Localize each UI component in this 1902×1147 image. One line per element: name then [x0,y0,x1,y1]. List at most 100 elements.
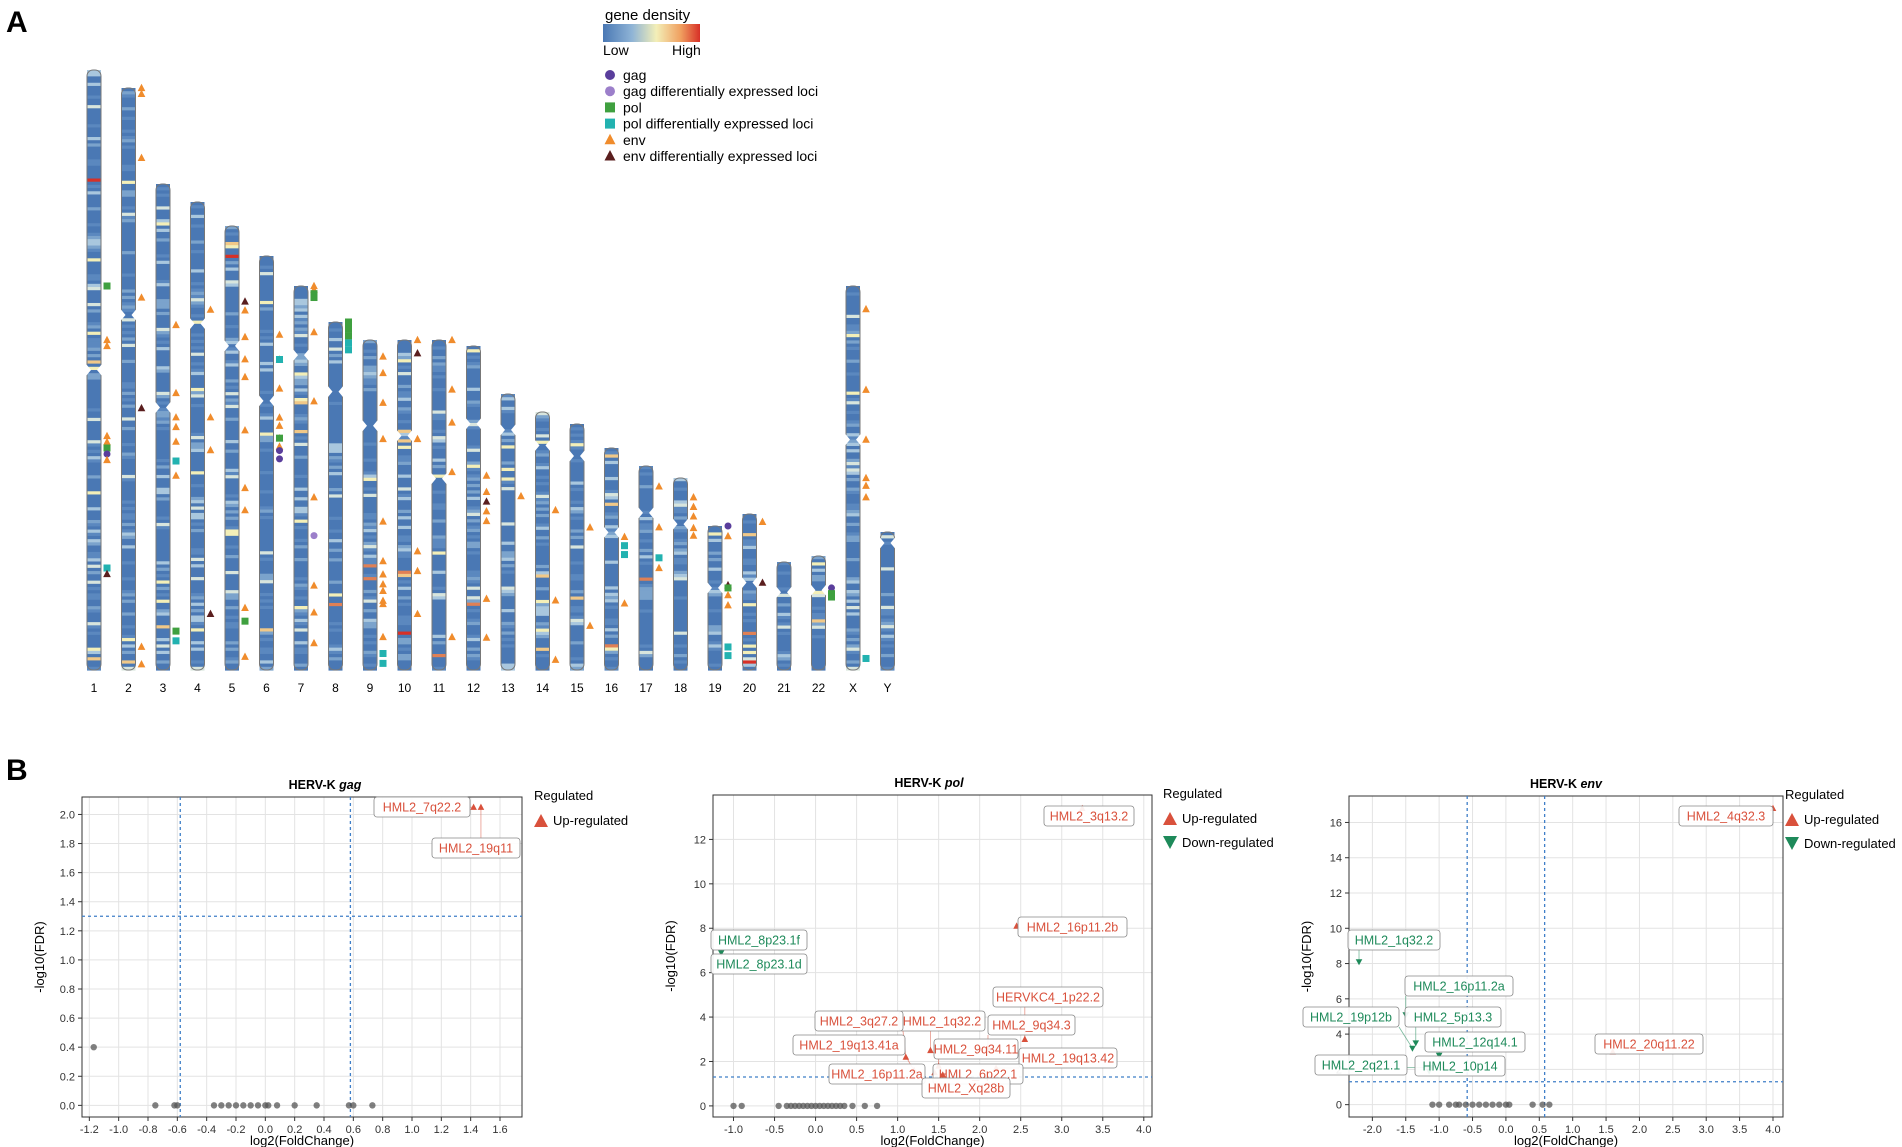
chromosome-band [397,612,412,617]
chromosome-band [501,628,515,633]
chromosome-band [846,423,860,428]
chromosome-band [570,634,584,639]
chromosome-band [846,446,860,450]
chromosome-band [397,362,412,367]
chromosome-band [87,232,101,237]
locus-marker-env [379,352,387,360]
chromosome-band [846,401,860,405]
chromosome-band [87,350,101,355]
chromosome-band [156,618,170,623]
chromosome-band [432,432,446,437]
chromosome-band [294,433,308,437]
chromosome-band [225,254,239,259]
chromosome-band [121,171,136,175]
chromosome-band [190,214,205,219]
chromosome-band [363,589,377,594]
chromosome-band [294,628,308,633]
chromosome-band [259,464,274,469]
chromosome-band [604,641,619,645]
chromosome-band [397,570,412,575]
chromosome-band [466,641,481,645]
chromosome-band [156,228,170,233]
data-point-ns [291,1102,298,1109]
chromosome-band [121,94,136,99]
chromosome-band [294,343,308,348]
locus-marker-env [862,304,870,313]
chromosome-band [432,471,446,476]
chromosome-band [432,625,446,629]
chromosome-band [604,544,619,549]
chromosome-band [673,654,688,658]
chromosome-band [846,487,860,492]
chromosome-band [363,487,377,492]
chromosome-band [742,603,757,607]
chromosome-band [604,451,619,456]
chromosome-band [846,372,860,377]
chromosome-band [466,480,481,485]
chromosome-band [604,554,619,558]
chromosome-band [87,599,101,604]
chromosome-band [466,519,481,524]
chromosome-band [87,609,101,614]
chromosome-band [225,481,239,486]
chromosome-band [87,175,101,180]
chromosome-band [259,313,274,318]
chromosome-band [397,589,412,594]
chromosome-band [570,523,584,527]
chromosome-band [708,529,722,533]
chromosome-band [673,538,688,543]
chromosome-band [87,478,101,483]
chromosome-band [121,228,136,233]
locus-marker-env [137,642,146,650]
chromosome-band [570,612,584,617]
data-point-ns [232,1102,240,1109]
legend-marker-gag_de [605,86,615,97]
chromosome-band [742,584,757,588]
chromosome-band [570,526,584,531]
data-point-ns [350,1102,357,1109]
chromosome-band [363,381,377,386]
data-label: HML2_7q22.2 [383,801,462,815]
chromosome-band [535,450,550,455]
chromosome-band [225,270,239,275]
chromosome-band [846,311,860,316]
chromosome-band [294,622,308,626]
chromosome-band [535,485,550,490]
chromosome-band [777,571,791,576]
chromosome-band [87,360,101,365]
chromosome-band [777,590,791,595]
chromosome-band [432,618,446,623]
chromosome-band [87,146,101,151]
chromosome-band [708,561,722,565]
chromosome-band [156,260,170,265]
chromosome-band [432,346,446,351]
chromosome-band [225,229,239,233]
chromosome-band [87,251,101,256]
y-tick-label: 12 [1330,888,1342,900]
chromosome-band [397,583,412,588]
chromosome-band [190,327,205,331]
data-point-ns [1529,1101,1536,1108]
chromosome-band [846,558,860,562]
chromosome-band [259,519,274,523]
chromosome-band [639,644,653,649]
chromosome-band [742,647,757,652]
chromosome-band [708,590,722,594]
chromosome-band [535,482,550,486]
chromosome-label: X [849,681,857,695]
chromosome-band [225,503,239,508]
chromosome-band [259,419,274,424]
chromosome-band [259,374,274,379]
chromosome-band [156,263,170,268]
chromosome-band [87,580,101,585]
chromosome-band [156,542,170,546]
chromosome-band [87,258,101,263]
chromosome-band [259,580,274,584]
chromosome-band [501,515,515,520]
chromosome-band [259,288,274,292]
chromosome-band [466,387,481,392]
chromosome-band [501,576,515,581]
chromosome-band [363,445,377,450]
chromosome-band [156,196,170,201]
chromosome-band [501,570,515,575]
